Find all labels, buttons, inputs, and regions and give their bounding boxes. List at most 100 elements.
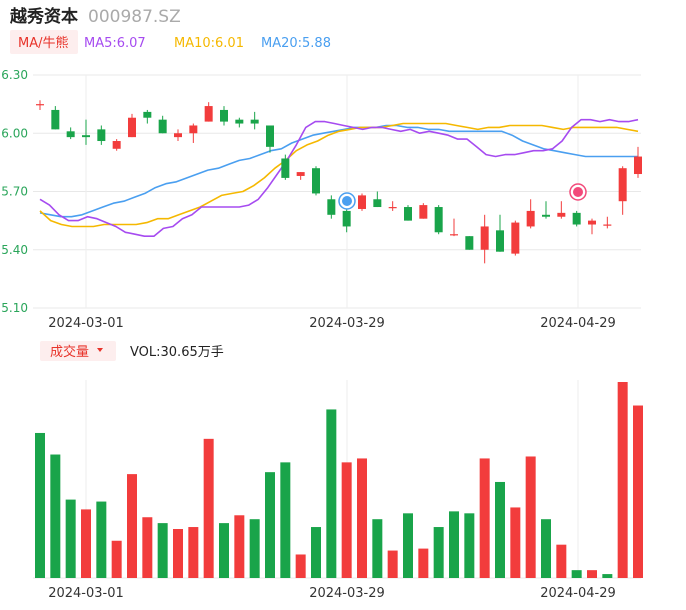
volume-date-tick-label: 2024-04-29: [540, 586, 616, 601]
price-x-axis: 2024-03-01 2024-03-29 2024-04-29: [48, 316, 616, 331]
candle-body: [342, 210, 351, 227]
volume-bar: [35, 432, 45, 578]
volume-bar: [571, 570, 582, 578]
candle-body: [189, 125, 198, 134]
volume-bar: [587, 570, 597, 578]
chevron-down-icon[interactable]: [97, 348, 103, 352]
volume-bar: [311, 527, 321, 578]
volume-date-tick-label: 2024-03-29: [309, 586, 385, 601]
candle-body: [97, 129, 106, 142]
date-tick-label: 2024-03-01: [48, 316, 124, 331]
volume-bar: [633, 405, 643, 578]
candle-body: [480, 226, 489, 250]
volume-value: VOL:30.65万手: [130, 345, 224, 360]
volume-bar: [341, 462, 352, 578]
stock-name: 越秀资本: [9, 6, 78, 27]
price-tick-label: 5.40: [1, 243, 28, 257]
candle-body: [312, 168, 320, 194]
candle-body: [419, 205, 428, 219]
volume-bar: [449, 511, 459, 578]
candle-body: [634, 156, 642, 175]
volume-bar: [510, 507, 521, 578]
volume-bar: [433, 527, 444, 578]
bull-marker-icon[interactable]: [569, 183, 587, 201]
candle-body: [128, 117, 136, 138]
volume-indicator-label[interactable]: 成交量: [50, 344, 89, 360]
ma5-legend: MA5:6.07: [84, 36, 146, 51]
price-tick-label: 6.00: [1, 126, 28, 140]
volume-bar: [203, 438, 214, 578]
candle-body: [404, 207, 412, 221]
candle-body: [496, 230, 504, 252]
candle-body: [526, 210, 535, 227]
volume-bar: [372, 519, 383, 578]
volume-bar: [295, 554, 306, 578]
ma10-legend: MA10:6.01: [174, 36, 244, 51]
volume-bar: [50, 454, 61, 578]
volume-date-tick-label: 2024-03-01: [48, 586, 124, 601]
volume-bar: [326, 409, 337, 578]
moving-average-lines: [39, 118, 639, 237]
candle-body: [542, 214, 550, 217]
volume-bar: [617, 382, 628, 578]
candle-body: [465, 236, 474, 250]
volume-bar: [556, 544, 567, 578]
candle-body: [388, 207, 397, 209]
ma-mode-label[interactable]: MA/牛熊: [18, 35, 69, 51]
candle-body: [281, 158, 290, 178]
volume-bar: [234, 515, 245, 578]
ma20-line: [39, 124, 638, 218]
candle-body: [51, 109, 60, 130]
candle-body: [266, 125, 274, 147]
volume-bar: [387, 550, 398, 578]
volume-bar: [157, 523, 168, 578]
ma5-line: [39, 118, 639, 237]
candle-body: [174, 133, 182, 138]
candle-body: [82, 135, 90, 138]
volume-bar: [65, 499, 76, 578]
volume-bar: [219, 523, 229, 578]
price-y-axis: 6.30 6.00 5.70 5.40 5.10: [1, 68, 28, 315]
candle-body: [373, 199, 382, 208]
volume-bar: [525, 456, 536, 578]
candle-body: [250, 119, 259, 124]
candlesticks: [36, 100, 642, 264]
ma20-legend: MA20:5.88: [261, 36, 331, 51]
candle-body: [204, 106, 213, 122]
volume-bar: [418, 548, 429, 578]
candle-body: [588, 220, 596, 225]
candle-body: [572, 212, 581, 225]
volume-bar: [495, 481, 505, 578]
volume-bar: [111, 540, 122, 578]
volume-bar: [602, 574, 613, 578]
stock-code: 000987.SZ: [88, 7, 181, 27]
price-tick-label: 5.70: [1, 185, 28, 199]
candle-body: [220, 109, 228, 122]
price-tick-label: 6.30: [1, 68, 28, 82]
candle-body: [36, 104, 44, 106]
volume-x-axis: 2024-03-01 2024-03-29 2024-04-29: [48, 586, 616, 601]
price-tick-label: 5.10: [1, 301, 28, 315]
volume-bar: [479, 458, 490, 578]
volume-indicator-selector[interactable]: [40, 341, 116, 361]
volume-bar: [81, 509, 91, 578]
candle-body: [158, 119, 167, 134]
date-tick-label: 2024-04-29: [540, 316, 616, 331]
candle-body: [112, 141, 121, 149]
ma-mode-toggle[interactable]: [10, 30, 78, 54]
volume-bar: [173, 529, 183, 578]
volume-bar: [249, 519, 260, 578]
candle-body: [557, 212, 566, 217]
news-marker-icon[interactable]: [338, 192, 356, 210]
candle-body: [434, 207, 443, 233]
candle-body: [66, 131, 75, 138]
volume-bar: [464, 513, 475, 578]
volume-bar: [541, 519, 551, 578]
candle-body: [327, 199, 336, 215]
volume-bar: [142, 517, 153, 578]
candle-body: [511, 222, 520, 254]
price-grid: [33, 74, 641, 309]
candle-body: [143, 111, 152, 118]
